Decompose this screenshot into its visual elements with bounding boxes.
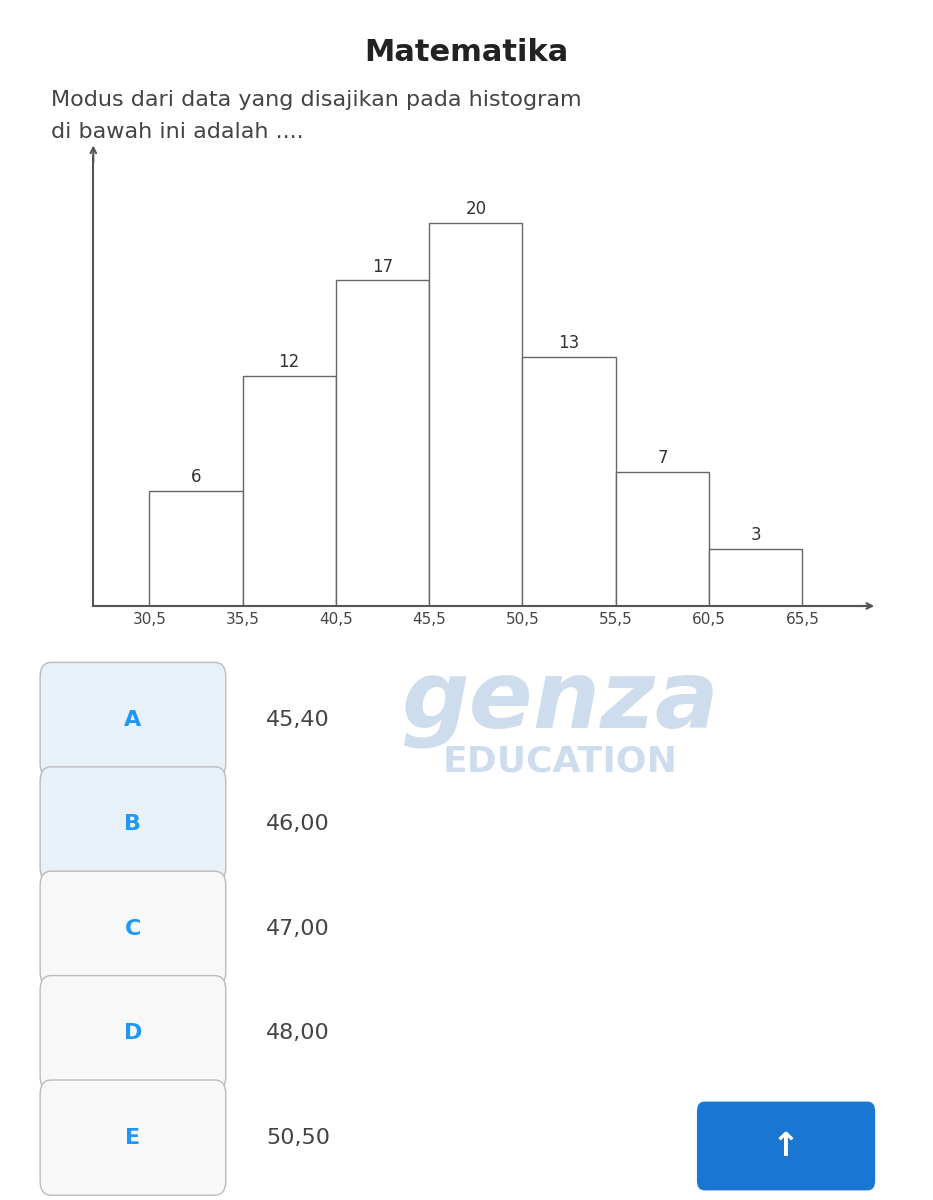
Text: EDUCATION: EDUCATION [442, 745, 677, 779]
Text: B: B [124, 815, 142, 834]
Text: genza: genza [401, 656, 718, 748]
Text: 20: 20 [466, 200, 486, 218]
Bar [243, 377, 336, 606]
Text: 3: 3 [750, 526, 761, 544]
Text: ↑: ↑ [772, 1129, 801, 1163]
Bar [149, 491, 243, 606]
Text: E: E [125, 1128, 141, 1147]
Text: D: D [124, 1024, 142, 1043]
Text: 13: 13 [559, 335, 579, 353]
Text: C: C [125, 919, 141, 938]
Text: 50,50: 50,50 [266, 1128, 330, 1147]
Bar [429, 223, 522, 606]
Bar [336, 281, 429, 606]
Text: 17: 17 [372, 258, 393, 276]
Text: A: A [124, 710, 142, 730]
Text: 47,00: 47,00 [266, 919, 329, 938]
Text: 46,00: 46,00 [266, 815, 329, 834]
Text: Matematika: Matematika [365, 38, 568, 67]
Text: 12: 12 [279, 354, 299, 372]
Bar [522, 358, 616, 606]
Text: Modus dari data yang disajikan pada histogram: Modus dari data yang disajikan pada hist… [51, 90, 582, 110]
Text: di bawah ini adalah ....: di bawah ini adalah .... [51, 122, 304, 143]
Text: 7: 7 [657, 449, 668, 467]
Text: 6: 6 [190, 468, 202, 486]
Text: 48,00: 48,00 [266, 1024, 329, 1043]
Bar [709, 548, 802, 606]
Bar [616, 472, 709, 606]
Text: 45,40: 45,40 [266, 710, 329, 730]
